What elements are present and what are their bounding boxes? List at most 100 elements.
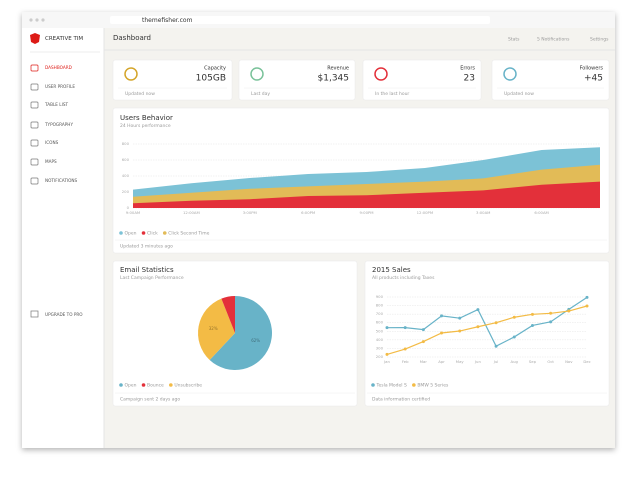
point bbox=[476, 325, 480, 329]
nav-link[interactable]: DASHBOARD bbox=[45, 65, 72, 70]
header-link[interactable]: Settings bbox=[590, 37, 609, 43]
stat-label: Capacity bbox=[204, 66, 226, 72]
url-field[interactable] bbox=[110, 16, 490, 24]
nav-icon bbox=[30, 177, 39, 185]
stat-icon bbox=[250, 67, 264, 81]
card bbox=[364, 260, 610, 407]
point bbox=[530, 323, 534, 327]
window-dot[interactable] bbox=[35, 18, 39, 22]
legend-swatch bbox=[141, 383, 146, 387]
nav-icon bbox=[30, 139, 39, 147]
brand-logo bbox=[30, 33, 40, 44]
upgrade-icon bbox=[30, 310, 39, 318]
legend-label: Unsubscribe bbox=[174, 383, 202, 389]
x-tick-label: 6:00AM bbox=[534, 210, 548, 215]
x-tick-label: Jun bbox=[474, 359, 482, 364]
point bbox=[567, 309, 571, 313]
x-tick-label: Dec bbox=[583, 359, 590, 364]
point bbox=[494, 344, 498, 348]
card-subtitle: Last Campaign Performance bbox=[120, 275, 184, 281]
stat-footer: Updated now bbox=[504, 91, 534, 97]
y-tick-label: 0 bbox=[127, 205, 130, 210]
x-tick-label: 3:00PM bbox=[243, 210, 257, 215]
point bbox=[458, 316, 462, 320]
nav-icon bbox=[30, 158, 39, 166]
y-tick-label: 900 bbox=[376, 294, 384, 299]
header-link[interactable]: 5 Notifications bbox=[537, 37, 570, 43]
point bbox=[458, 329, 462, 333]
stat-label: Revenue bbox=[327, 66, 349, 72]
x-tick-label: Feb bbox=[402, 359, 409, 364]
y-tick-label: 600 bbox=[122, 157, 130, 162]
y-tick-label: 800 bbox=[122, 141, 130, 146]
x-tick-label: Jul bbox=[493, 359, 499, 364]
legend-label: Tesla Model S bbox=[376, 383, 407, 389]
y-tick-label: 400 bbox=[376, 337, 384, 342]
card-title: Email Statistics bbox=[120, 266, 174, 274]
y-tick-label: 200 bbox=[122, 189, 130, 194]
stat-value: 23 bbox=[464, 74, 475, 84]
header-link[interactable]: Stats bbox=[508, 37, 520, 43]
nav-link[interactable]: USER PROFILE bbox=[45, 84, 75, 89]
nav-link[interactable]: NOTIFICATIONS bbox=[45, 178, 78, 183]
legend-label: Click Second Time bbox=[168, 231, 209, 237]
legend-swatch bbox=[119, 383, 123, 387]
x-tick-label: Apr bbox=[438, 359, 445, 364]
point bbox=[403, 347, 407, 351]
nav-link[interactable]: ICONS bbox=[45, 140, 59, 145]
upgrade-link[interactable]: UPGRADE TO PRO bbox=[45, 312, 83, 317]
window-dot[interactable] bbox=[41, 18, 45, 22]
card-subtitle: All products including Taxes bbox=[372, 275, 435, 281]
legend-label: Open bbox=[125, 231, 137, 237]
legend-label: BMW 5 Series bbox=[417, 383, 449, 389]
card-footer: Campaign sent 2 days ago bbox=[120, 397, 180, 403]
nav-icon bbox=[30, 64, 39, 72]
point bbox=[421, 328, 425, 332]
point bbox=[494, 321, 498, 325]
card-title: 2015 Sales bbox=[372, 266, 411, 274]
stat-icon bbox=[374, 67, 388, 81]
url: themefisher.com bbox=[142, 17, 193, 24]
point bbox=[549, 320, 553, 324]
point bbox=[549, 311, 553, 315]
legend-swatch bbox=[412, 383, 416, 387]
point bbox=[385, 352, 389, 356]
card-title: Users Behavior bbox=[120, 114, 173, 122]
card-footer: Updated 3 minutes ago bbox=[120, 244, 173, 250]
nav-link[interactable]: TABLE LIST bbox=[44, 102, 69, 107]
x-tick-label: 12:00AM bbox=[183, 210, 200, 215]
card bbox=[238, 59, 356, 101]
stat-label: Followers bbox=[580, 66, 604, 72]
x-tick-label: Jan bbox=[383, 359, 390, 364]
stat-value: +45 bbox=[584, 74, 603, 84]
point bbox=[440, 314, 444, 318]
y-tick-label: 300 bbox=[376, 345, 384, 350]
window-dot[interactable] bbox=[29, 18, 33, 22]
x-tick-label: May bbox=[456, 359, 465, 364]
card bbox=[491, 59, 610, 101]
stat-label: Errors bbox=[460, 66, 475, 72]
line bbox=[386, 305, 588, 356]
point bbox=[512, 335, 516, 339]
x-tick-label: 6:00PM bbox=[301, 210, 315, 215]
point bbox=[512, 315, 516, 319]
point bbox=[585, 295, 589, 299]
x-tick-label: 12:00PM bbox=[417, 210, 434, 215]
legend-label: Click bbox=[147, 231, 158, 237]
point bbox=[421, 340, 425, 344]
brand: CREATIVE TIM bbox=[45, 36, 83, 42]
pie-slice bbox=[198, 298, 235, 360]
legend-swatch bbox=[371, 383, 375, 387]
page-title: Dashboard bbox=[113, 34, 151, 42]
nav-link[interactable]: TYPOGRAPHY bbox=[44, 122, 73, 127]
legend-swatch bbox=[169, 383, 173, 387]
line bbox=[386, 296, 588, 348]
nav-link[interactable]: MAPS bbox=[45, 159, 57, 164]
sidebar bbox=[22, 28, 104, 448]
x-tick-label: 9:00AM bbox=[126, 210, 140, 215]
y-tick-label: 200 bbox=[376, 354, 384, 359]
x-tick-label: Oct bbox=[547, 359, 554, 364]
pie-slice bbox=[221, 296, 235, 333]
